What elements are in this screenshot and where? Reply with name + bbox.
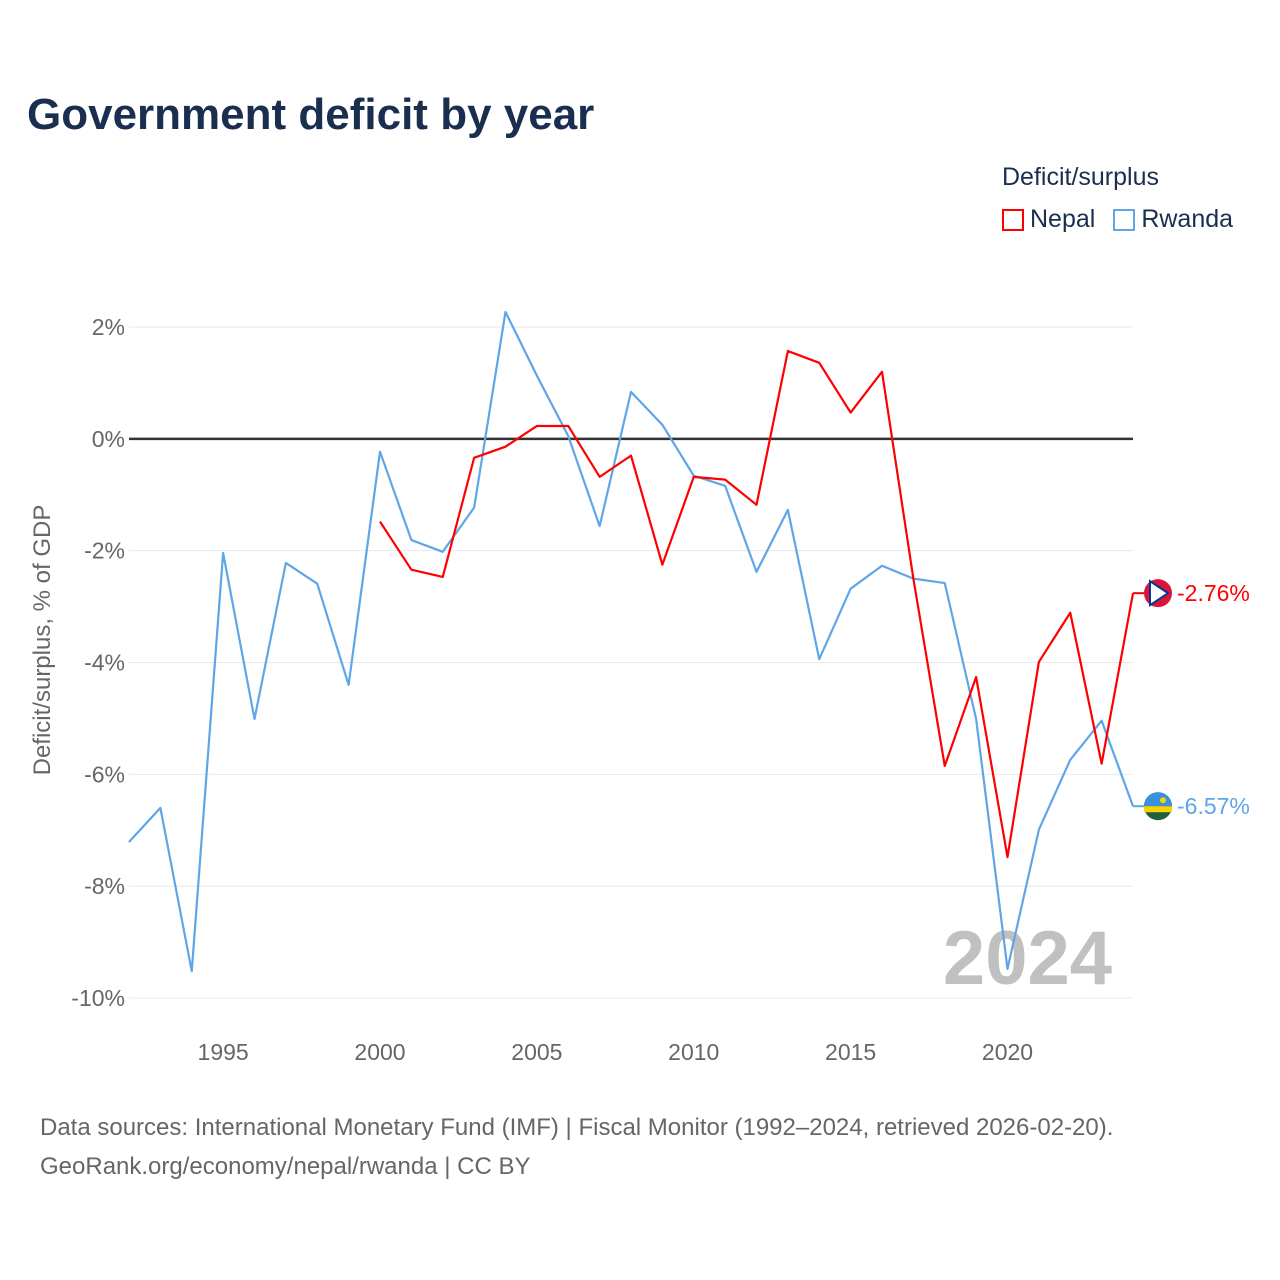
x-tick-label: 2010 (668, 1039, 719, 1065)
y-tick-label: -10% (71, 985, 125, 1011)
x-tick-label: 1995 (198, 1039, 249, 1065)
source-note: Data sources: International Monetary Fun… (40, 1108, 1113, 1186)
flag-icon-nepal (1133, 579, 1172, 608)
source-line-2[interactable]: GeoRank.org/economy/nepal/rwanda | CC BY (40, 1153, 531, 1180)
legend-title: Deficit/surplus (1002, 163, 1159, 191)
legend-swatch-nepal (1002, 208, 1024, 231)
flag-icon-rwanda (1133, 792, 1172, 821)
x-tick-label: 2000 (354, 1039, 405, 1065)
y-tick-label: 2% (92, 314, 125, 340)
year-watermark: 2024 (943, 916, 1112, 1001)
series-line-nepal (379, 349, 1135, 859)
series-line-rwanda (128, 310, 1135, 973)
y-tick-label: -8% (84, 873, 125, 899)
legend-item-nepal[interactable]: Nepal (1002, 205, 1095, 234)
flag-top (1144, 792, 1172, 807)
x-tick-label: 2005 (511, 1039, 562, 1065)
flag-shape (1149, 579, 1170, 608)
end-label-rwanda: -6.57% (1177, 793, 1250, 819)
y-tick-label: -2% (84, 538, 125, 564)
y-tick-label: -6% (84, 761, 125, 787)
legend-label-rwanda: Rwanda (1141, 205, 1234, 233)
chart-title: Government deficit by year (27, 90, 595, 139)
x-tick-label: 2015 (825, 1039, 876, 1065)
x-tick-label: 2020 (982, 1039, 1033, 1065)
legend: Nepal Rwanda (1002, 205, 1233, 234)
y-axis-label: Deficit/surplus, % of GDP (29, 505, 56, 776)
legend-item-rwanda[interactable]: Rwanda (1113, 205, 1233, 234)
source-line-1: Data sources: International Monetary Fun… (40, 1114, 1114, 1141)
y-tick-label: -4% (84, 650, 125, 676)
flag-mid (1144, 806, 1172, 813)
legend-label-nepal: Nepal (1030, 205, 1096, 233)
end-label-nepal: -2.76% (1177, 580, 1250, 606)
y-tick-label: 0% (92, 426, 125, 452)
flag-sun (1160, 797, 1166, 804)
legend-swatch-rwanda (1113, 208, 1136, 231)
